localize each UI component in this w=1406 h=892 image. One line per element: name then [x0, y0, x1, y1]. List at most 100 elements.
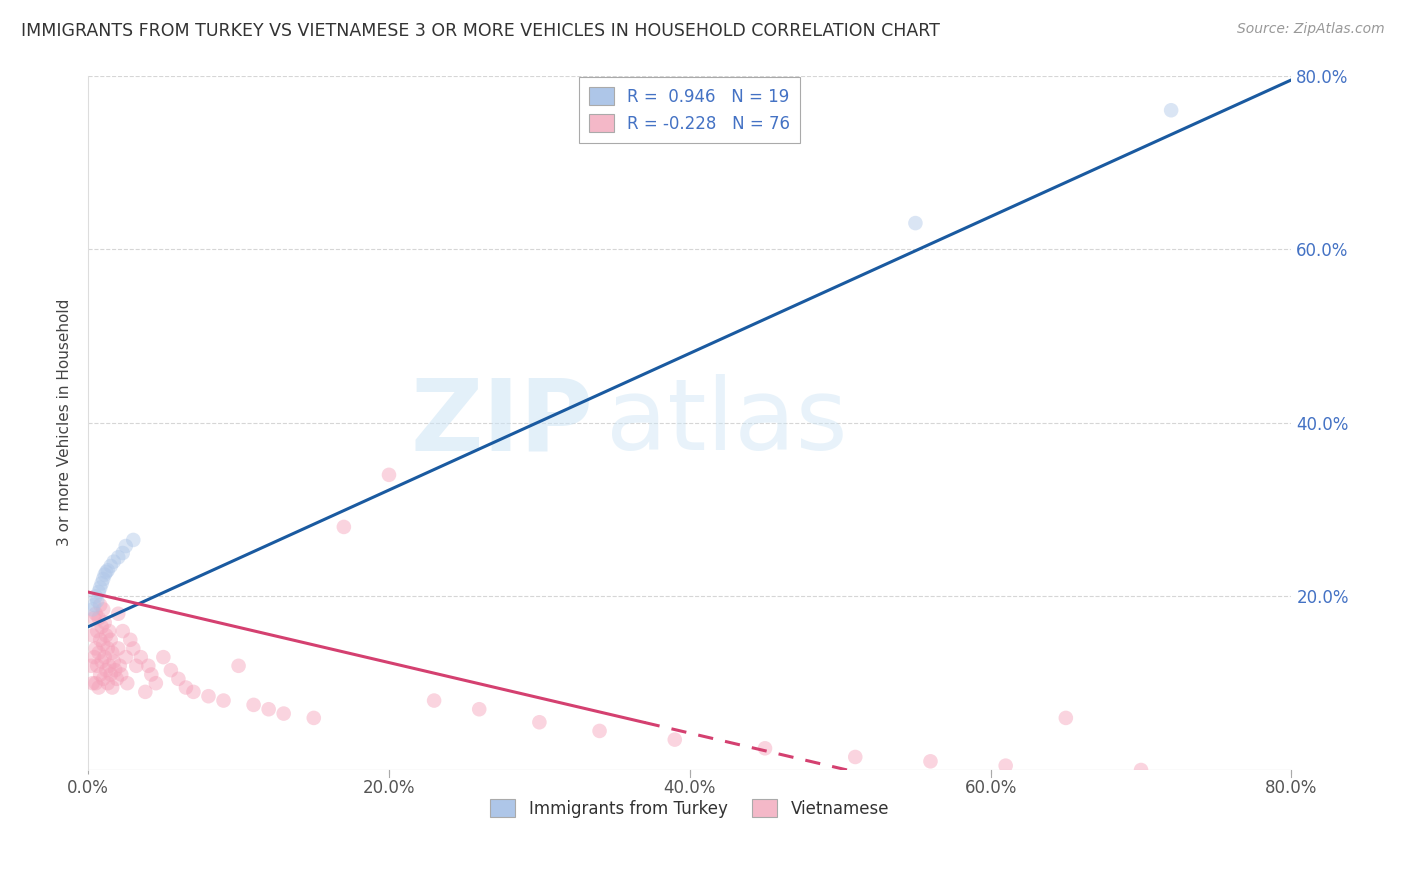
Point	[103, 655, 125, 669]
Point	[84, 641, 107, 656]
Point	[994, 758, 1017, 772]
Text: ZIP: ZIP	[411, 375, 593, 471]
Point	[91, 672, 114, 686]
Point	[91, 637, 114, 651]
Point	[96, 628, 118, 642]
Point	[114, 650, 136, 665]
Point	[110, 667, 132, 681]
Point	[93, 650, 115, 665]
Point	[145, 676, 167, 690]
Point	[129, 650, 152, 665]
Point	[114, 539, 136, 553]
Point	[333, 520, 356, 534]
Point	[96, 663, 118, 677]
Point	[228, 658, 250, 673]
Point	[174, 681, 197, 695]
Point	[82, 628, 104, 642]
Point	[89, 632, 111, 647]
Point	[1130, 763, 1153, 777]
Point	[212, 693, 235, 707]
Point	[87, 611, 110, 625]
Text: atlas: atlas	[606, 375, 848, 471]
Point	[97, 563, 120, 577]
Point	[105, 672, 128, 686]
Text: Source: ZipAtlas.com: Source: ZipAtlas.com	[1237, 22, 1385, 37]
Point	[83, 650, 105, 665]
Point	[84, 676, 107, 690]
Point	[89, 598, 111, 612]
Point	[108, 658, 131, 673]
Point	[101, 681, 124, 695]
Point	[136, 658, 159, 673]
Point	[107, 607, 129, 621]
Point	[100, 667, 122, 681]
Point	[86, 658, 108, 673]
Point	[167, 672, 190, 686]
Point	[1054, 711, 1077, 725]
Point	[84, 607, 107, 621]
Point	[103, 555, 125, 569]
Point	[134, 685, 156, 699]
Y-axis label: 3 or more Vehicles in Household: 3 or more Vehicles in Household	[58, 299, 72, 547]
Point	[91, 602, 114, 616]
Point	[104, 663, 127, 677]
Point	[97, 676, 120, 690]
Point	[302, 711, 325, 725]
Point	[122, 533, 145, 547]
Point	[97, 641, 120, 656]
Point	[588, 723, 610, 738]
Point	[98, 624, 121, 639]
Point	[89, 581, 111, 595]
Point	[378, 467, 401, 482]
Point	[83, 611, 105, 625]
Point	[98, 658, 121, 673]
Point	[89, 667, 111, 681]
Point	[107, 641, 129, 656]
Point	[100, 559, 122, 574]
Point	[107, 550, 129, 565]
Point	[86, 624, 108, 639]
Point	[197, 690, 219, 704]
Point	[90, 655, 112, 669]
Point	[101, 646, 124, 660]
Point	[183, 685, 205, 699]
Point	[754, 741, 776, 756]
Point	[257, 702, 280, 716]
Point	[125, 658, 148, 673]
Point	[273, 706, 295, 721]
Point	[920, 754, 942, 768]
Point	[90, 576, 112, 591]
Legend: Immigrants from Turkey, Vietnamese: Immigrants from Turkey, Vietnamese	[484, 792, 896, 824]
Point	[664, 732, 686, 747]
Point	[844, 750, 866, 764]
Point	[91, 572, 114, 586]
Point	[90, 620, 112, 634]
Point	[152, 650, 174, 665]
Point	[80, 658, 103, 673]
Point	[904, 216, 927, 230]
Point	[117, 676, 139, 690]
Point	[82, 676, 104, 690]
Point	[122, 641, 145, 656]
Point	[96, 565, 118, 579]
Point	[84, 590, 107, 604]
Point	[242, 698, 264, 712]
Point	[141, 667, 163, 681]
Point	[529, 715, 551, 730]
Text: IMMIGRANTS FROM TURKEY VS VIETNAMESE 3 OR MORE VEHICLES IN HOUSEHOLD CORRELATION: IMMIGRANTS FROM TURKEY VS VIETNAMESE 3 O…	[21, 22, 941, 40]
Point	[82, 602, 104, 616]
Point	[111, 624, 134, 639]
Point	[423, 693, 446, 707]
Point	[83, 598, 105, 612]
Point	[86, 593, 108, 607]
Point	[1160, 103, 1182, 118]
Point	[120, 632, 142, 647]
Point	[87, 585, 110, 599]
Point	[468, 702, 491, 716]
Point	[93, 567, 115, 582]
Point	[87, 681, 110, 695]
Point	[93, 615, 115, 630]
Point	[111, 546, 134, 560]
Point	[87, 646, 110, 660]
Point	[100, 632, 122, 647]
